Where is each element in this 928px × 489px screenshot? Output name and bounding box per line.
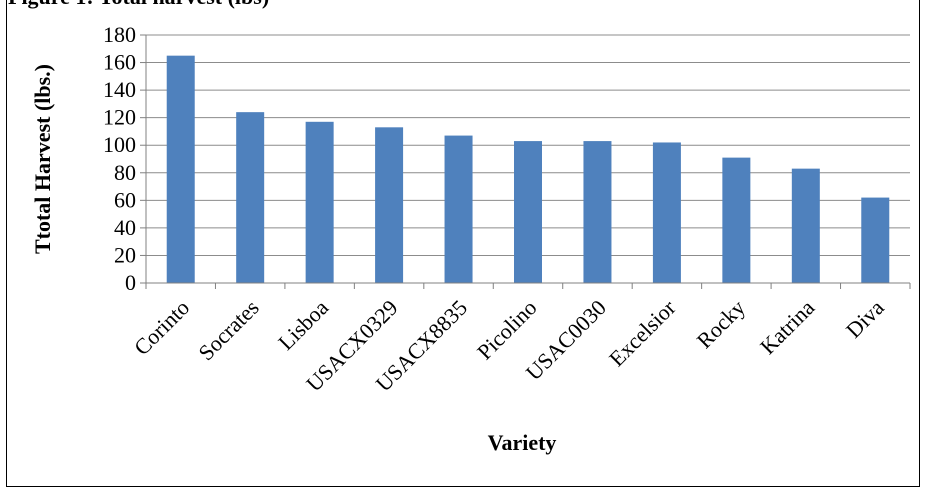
y-tick-label: 180	[103, 22, 136, 47]
x-tick-label: Katrina	[755, 295, 819, 359]
x-tick-label: Corinto	[129, 295, 194, 360]
bar-rocky	[722, 157, 751, 283]
x-tick-label: Excelsior	[604, 294, 681, 371]
x-tick-label: Diva	[841, 295, 889, 343]
y-tick-label: 100	[103, 132, 136, 157]
figure-caption: Figure 1: Total harvest (lbs)	[8, 0, 269, 9]
bar-corinto	[166, 55, 195, 283]
x-tick-label: Socrates	[193, 295, 263, 365]
bar-lisboa	[305, 121, 334, 283]
y-tick-label: 40	[114, 215, 136, 240]
y-tick-label: 80	[114, 160, 136, 185]
y-axis-title: Ttotal Harvest (lbs.)	[30, 64, 55, 254]
y-tick-label: 140	[103, 77, 136, 102]
bar-usacx0329	[375, 127, 404, 283]
bar-diva	[861, 197, 890, 283]
y-tick-label: 120	[103, 105, 136, 130]
x-tick-label: Rocky	[692, 295, 750, 353]
bar-usac0030	[583, 141, 612, 283]
y-tick-label: 0	[125, 270, 136, 295]
x-tick-label: Picolino	[472, 295, 542, 365]
bars	[166, 55, 890, 284]
y-tick-label: 60	[114, 187, 136, 212]
bar-picolino	[514, 141, 542, 283]
chart-frame	[6, 0, 920, 487]
y-tick-label: 20	[114, 242, 136, 267]
y-tick-label: 160	[103, 50, 136, 75]
bar-katrina	[791, 168, 820, 283]
x-axis-title: Variety	[488, 430, 557, 455]
x-tick-label: Lisboa	[273, 295, 333, 355]
bar-usacx8835	[444, 135, 473, 283]
bar-excelsior	[652, 142, 681, 283]
bar-socrates	[236, 112, 265, 284]
